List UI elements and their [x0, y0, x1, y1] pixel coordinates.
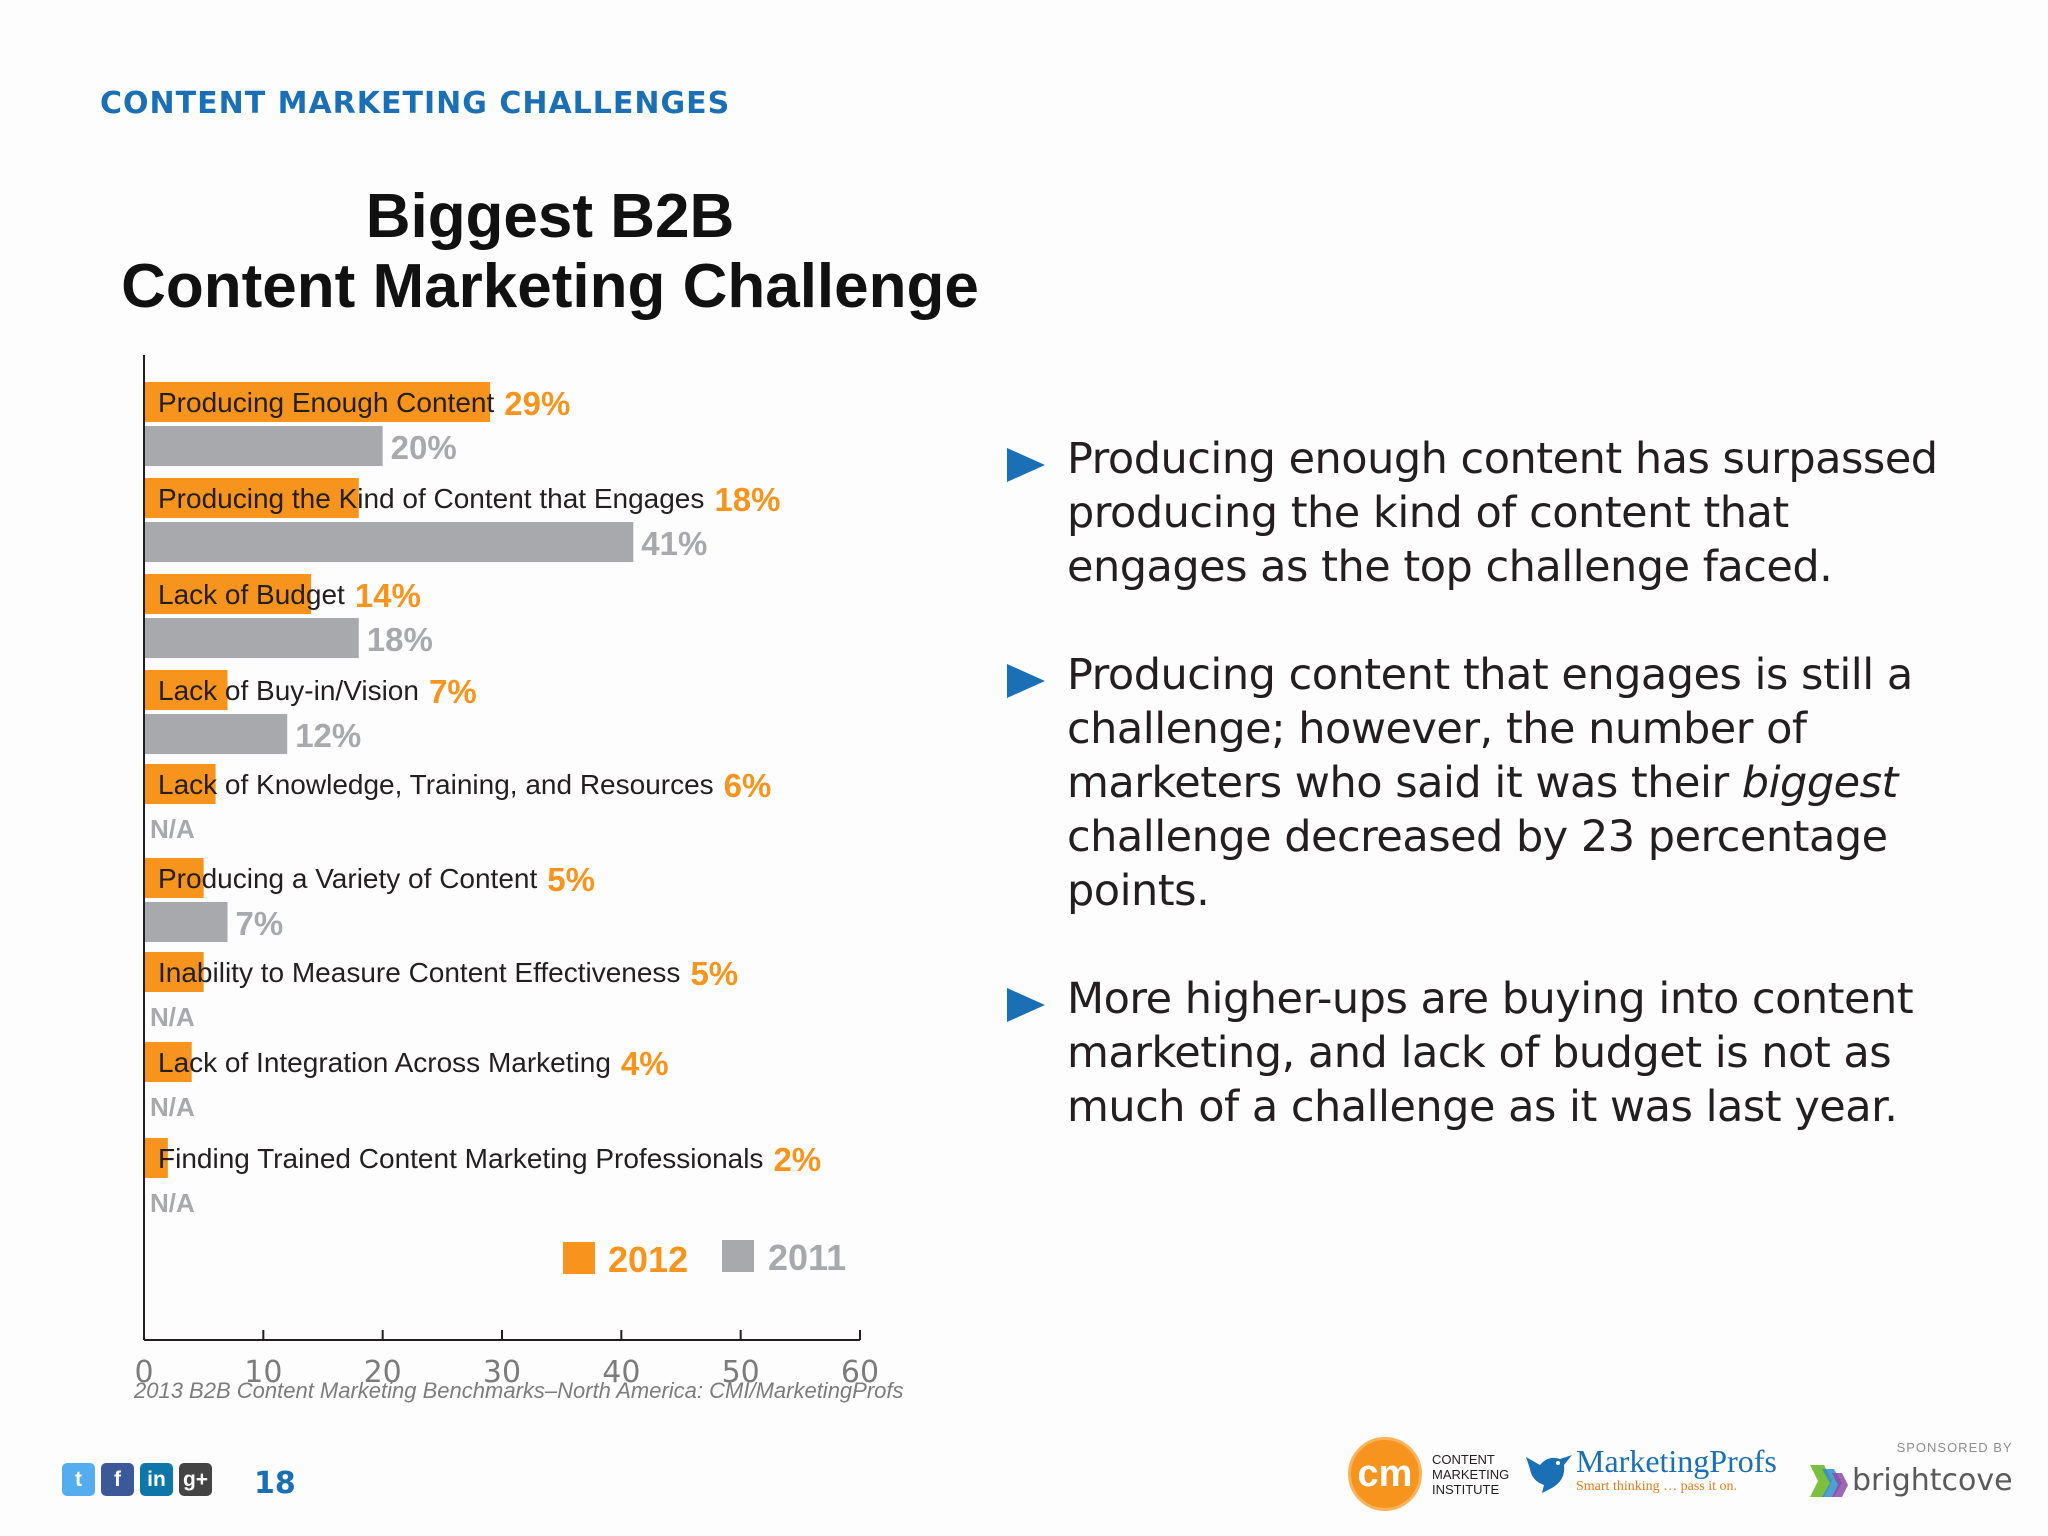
bar-2012 [144, 574, 312, 614]
bullet-text: More higher-ups are buying into content … [1067, 974, 1914, 1132]
bullet-arrow-icon [1007, 664, 1045, 698]
bullet-arrow-icon [1007, 448, 1045, 482]
bullet-text: Producing content that engages is still … [1067, 648, 1965, 918]
chart-source: 2013 B2B Content Marketing Benchmarks–No… [134, 1378, 904, 1403]
linkedin-icon[interactable]: in [140, 1463, 173, 1496]
marketingprofs-tagline: Smart thinking … pass it on. [1576, 1479, 1737, 1494]
bullet-text: Producing enough content has surpassed p… [1067, 434, 1938, 592]
bar-2012 [144, 764, 216, 804]
x-tick-label: 20 [364, 1355, 402, 1390]
social-icons: t f in g+ [62, 1463, 212, 1496]
bullet-item: More higher-ups are buying into content … [1005, 972, 1965, 1134]
marketingprofs-logo: MarketingProfs Smart thinking … pass it … [1520, 1445, 1777, 1495]
data-label-2012: 5% [690, 955, 738, 992]
data-label-2012: 4% [621, 1045, 669, 1082]
legend-label-2012: 2012 [608, 1239, 688, 1280]
legend-swatch-2012 [563, 1242, 595, 1274]
bar-2012 [144, 1138, 168, 1178]
bar-2011 [144, 426, 383, 466]
legend-swatch-2011 [722, 1240, 754, 1272]
x-tick-label: 50 [722, 1355, 760, 1390]
data-label-2011: N/A [150, 1188, 195, 1218]
bullet-item: Producing content that engages is still … [1005, 648, 1965, 918]
brightcove-name: brightcove [1852, 1462, 2013, 1498]
category-label: Producing a Variety of Content [158, 863, 537, 894]
cmi-logo: cm CONTENT MARKETING INSTITUTE [1348, 1437, 1512, 1511]
cmi-logo-mark: cm [1348, 1437, 1422, 1511]
section-heading: CONTENT MARKETING CHALLENGES [100, 86, 731, 121]
x-tick-label: 0 [134, 1355, 153, 1390]
sponsored-by-label: SPONSORED BY [1896, 1440, 2013, 1455]
marketingprofs-name: MarketingProfs [1576, 1443, 1777, 1479]
chart-title-line-2: Content Marketing Challenge [121, 252, 979, 321]
category-label: Lack of Buy-in/Vision [158, 675, 419, 706]
bar-2012 [144, 952, 204, 992]
brightcove-logo: SPONSORED BY brightcove [1806, 1440, 2013, 1501]
data-label-2012: 14% [355, 577, 421, 614]
bullet-list: Producing enough content has surpassed p… [1005, 432, 1965, 1188]
bullet-text-emphasis: biggest [1741, 758, 1899, 808]
brightcove-mark-icon [1810, 1465, 1848, 1497]
data-label-2011: 12% [295, 717, 361, 754]
category-label: Lack of Budget [158, 579, 345, 610]
bar-2012 [144, 1042, 192, 1082]
category-label: Producing the Kind of Content that Engag… [158, 483, 704, 514]
bar-2011 [144, 714, 288, 754]
bird-icon [1526, 1455, 1572, 1493]
x-tick-label: 40 [602, 1355, 640, 1390]
bar-2011 [144, 618, 359, 658]
data-label-2011: N/A [150, 1092, 195, 1122]
chart-title: Biggest B2B Content Marketing Challenge [100, 182, 1000, 322]
bullet-text-after: challenge decreased by 23 percentage poi… [1067, 812, 1888, 916]
bar-2011 [144, 522, 634, 562]
bullet-item: Producing enough content has surpassed p… [1005, 432, 1965, 594]
data-label-2012: 29% [504, 385, 570, 422]
bullet-arrow-icon [1007, 988, 1045, 1022]
bullet-text-before: Producing content that engages is still … [1067, 650, 1913, 808]
x-tick-label: 60 [841, 1355, 879, 1390]
data-label-2012: 7% [429, 673, 477, 710]
twitter-icon[interactable]: t [62, 1463, 95, 1496]
legend-label-2011: 2011 [768, 1237, 846, 1278]
facebook-icon[interactable]: f [101, 1463, 134, 1496]
category-label: Producing Enough Content [158, 387, 494, 418]
x-tick-label: 10 [244, 1355, 282, 1390]
bar-2012 [144, 382, 491, 422]
chart-title-line-1: Biggest B2B [365, 182, 735, 251]
data-label-2012: 2% [773, 1141, 821, 1178]
data-label-2012: 5% [547, 861, 595, 898]
category-label: Lack of Knowledge, Training, and Resourc… [158, 769, 714, 800]
data-label-2011: 7% [236, 905, 284, 942]
bar-2012 [144, 478, 359, 518]
data-label-2011: N/A [150, 1002, 195, 1032]
data-label-2011: 41% [641, 525, 707, 562]
data-label-2011: N/A [150, 814, 195, 844]
page-number: 18 [254, 1466, 296, 1501]
bar-2012 [144, 670, 228, 710]
category-label: Lack of Integration Across Marketing [158, 1047, 611, 1078]
data-label-2012: 18% [714, 481, 780, 518]
data-label-2011: 18% [367, 621, 433, 658]
x-tick-label: 30 [483, 1355, 521, 1390]
cmi-logo-words: CONTENT MARKETING INSTITUTE [1432, 1451, 1510, 1497]
data-label-2011: 20% [391, 429, 457, 466]
googleplus-icon[interactable]: g+ [179, 1463, 212, 1496]
category-label: Inability to Measure Content Effectivene… [158, 957, 680, 988]
bar-2012 [144, 858, 204, 898]
bar-2011 [144, 902, 228, 942]
category-label: Finding Trained Content Marketing Profes… [158, 1143, 763, 1174]
data-label-2012: 6% [724, 767, 772, 804]
